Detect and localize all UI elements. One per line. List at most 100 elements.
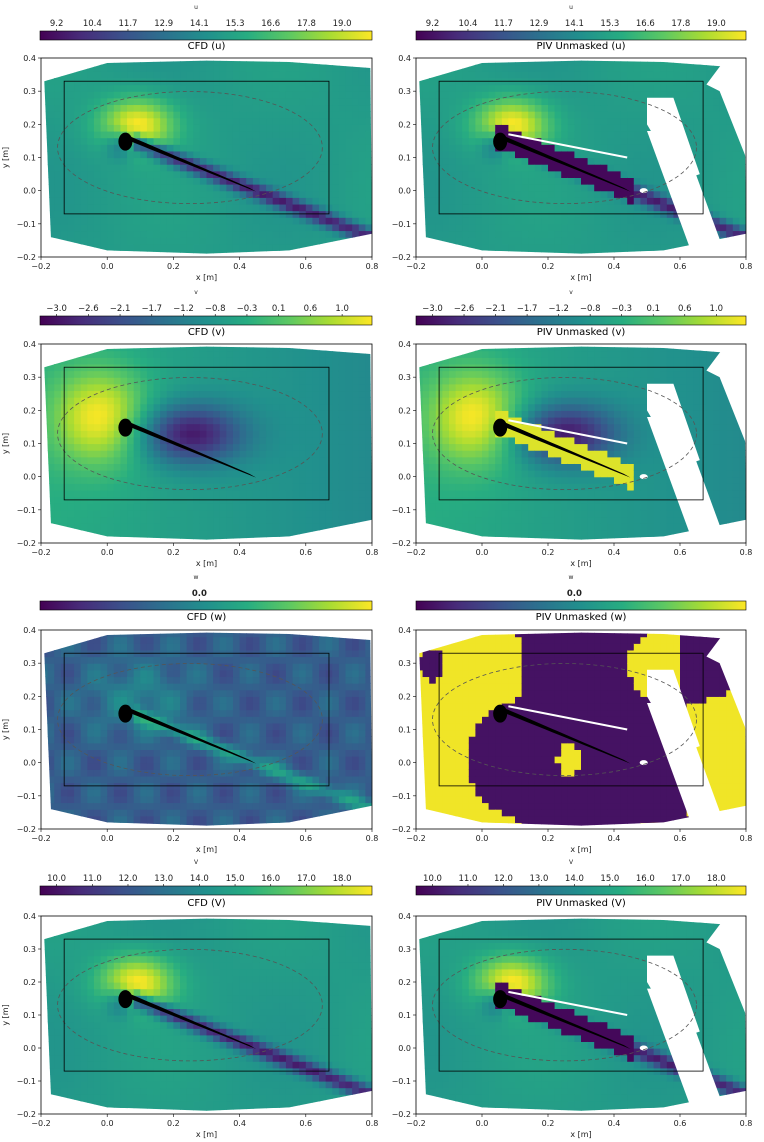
heatmap-cell: [199, 377, 208, 385]
heatmap-cell: [713, 203, 721, 212]
heatmap-cell: [93, 483, 102, 491]
heatmap-cell: [252, 223, 261, 232]
heatmap-cell: [87, 203, 95, 212]
heatmap-cell: [87, 377, 95, 385]
heatmap-cell: [299, 503, 307, 511]
heatmap-cell: [338, 84, 347, 92]
heatmap-cell: [47, 150, 55, 159]
heatmap-cell: [455, 111, 463, 119]
heatmap-cell: [226, 450, 234, 458]
heatmap-cell: [600, 124, 608, 132]
heatmap-cell: [614, 150, 622, 159]
heatmap-cell: [352, 483, 360, 491]
heatmap-cell: [462, 170, 470, 178]
heatmap-cell: [594, 157, 602, 165]
heatmap-cell: [429, 370, 437, 378]
heatmap-cell: [435, 60, 443, 66]
heatmap-cell: [266, 157, 274, 165]
heatmap-cell: [193, 357, 201, 365]
heatmap-cell: [266, 483, 274, 491]
heatmap-cell: [272, 217, 280, 225]
heatmap-cell: [455, 430, 463, 438]
heatmap-cell: [581, 130, 589, 139]
heatmap-cell: [186, 150, 194, 159]
heatmap-cell: [87, 423, 95, 431]
heatmap-cell: [232, 470, 241, 478]
heatmap-cell: [673, 250, 681, 254]
heatmap-cell: [319, 476, 327, 484]
heatmap-cell: [534, 217, 542, 225]
heatmap-cell: [47, 370, 55, 378]
heatmap-cell: [54, 190, 62, 198]
heatmap-cell: [666, 197, 674, 205]
heatmap-cell: [338, 223, 347, 232]
heatmap-cell: [338, 111, 347, 119]
heatmap-cell: [213, 450, 221, 458]
heatmap-cell: [206, 137, 214, 145]
heatmap-cell: [213, 377, 221, 385]
heatmap-cell: [93, 509, 102, 518]
heatmap-cell: [345, 150, 353, 159]
heatmap-cell: [279, 377, 287, 385]
heatmap-cell: [455, 60, 463, 66]
heatmap-cell: [521, 150, 529, 159]
heatmap-cell: [44, 430, 49, 438]
heatmap-cell: [548, 60, 556, 66]
heatmap-cell: [285, 91, 294, 99]
heatmap-cell: [226, 130, 234, 139]
heatmap-cell: [252, 410, 261, 418]
heatmap-cell: [332, 363, 340, 372]
heatmap-cell: [219, 104, 227, 112]
heatmap-cell: [706, 84, 714, 92]
heatmap-cell: [365, 184, 372, 192]
heatmap-cell: [153, 403, 161, 411]
heatmap-cell: [732, 157, 740, 165]
heatmap-cell: [74, 130, 82, 139]
heatmap-cell: [213, 476, 221, 484]
heatmap-cell: [455, 184, 463, 192]
x-tick-label: 0.2: [167, 262, 180, 271]
heatmap-cell: [435, 350, 443, 358]
heatmap-cell: [305, 377, 314, 385]
heatmap-cell: [706, 157, 714, 165]
heatmap-cell: [292, 483, 300, 491]
heatmap-cell: [54, 383, 62, 392]
heatmap-cell: [259, 223, 267, 232]
heatmap-cell: [266, 111, 274, 119]
heatmap-cell: [87, 416, 95, 425]
heatmap-cell: [587, 137, 595, 145]
heatmap-cell: [266, 144, 274, 152]
heatmap-cell: [239, 456, 247, 464]
heatmap-cell: [419, 184, 424, 192]
heatmap-cell: [338, 243, 347, 251]
heatmap-cell: [272, 164, 280, 172]
heatmap-cell: [285, 456, 294, 464]
heatmap-cell: [528, 164, 536, 172]
heatmap-cell: [419, 71, 424, 79]
colorbar-tick-label: −2.1: [110, 304, 131, 314]
heatmap-cell: [325, 237, 333, 245]
heatmap-cell: [332, 203, 340, 212]
heatmap-cell: [206, 383, 214, 392]
heatmap-cell: [140, 443, 148, 451]
heatmap-cell: [146, 177, 155, 185]
heatmap-cell: [140, 111, 148, 119]
heatmap-cell: [113, 144, 122, 152]
heatmap-cell: [153, 157, 161, 165]
heatmap-cell: [332, 184, 340, 192]
heatmap-cell: [640, 150, 648, 159]
heatmap-cell: [173, 243, 181, 251]
heatmap-cell: [173, 223, 181, 232]
heatmap-cell: [462, 523, 470, 531]
heatmap-cell: [252, 383, 261, 392]
heatmap-cell: [561, 150, 569, 159]
heatmap-cell: [554, 230, 562, 238]
heatmap-cell: [332, 456, 340, 464]
heatmap-cell: [47, 64, 55, 72]
heatmap-cell: [567, 157, 575, 165]
heatmap-cell: [153, 436, 161, 445]
heatmap-cell: [299, 157, 307, 165]
heatmap-cell: [93, 130, 102, 139]
heatmap-cell: [312, 177, 320, 185]
heatmap-cell: [620, 184, 628, 192]
